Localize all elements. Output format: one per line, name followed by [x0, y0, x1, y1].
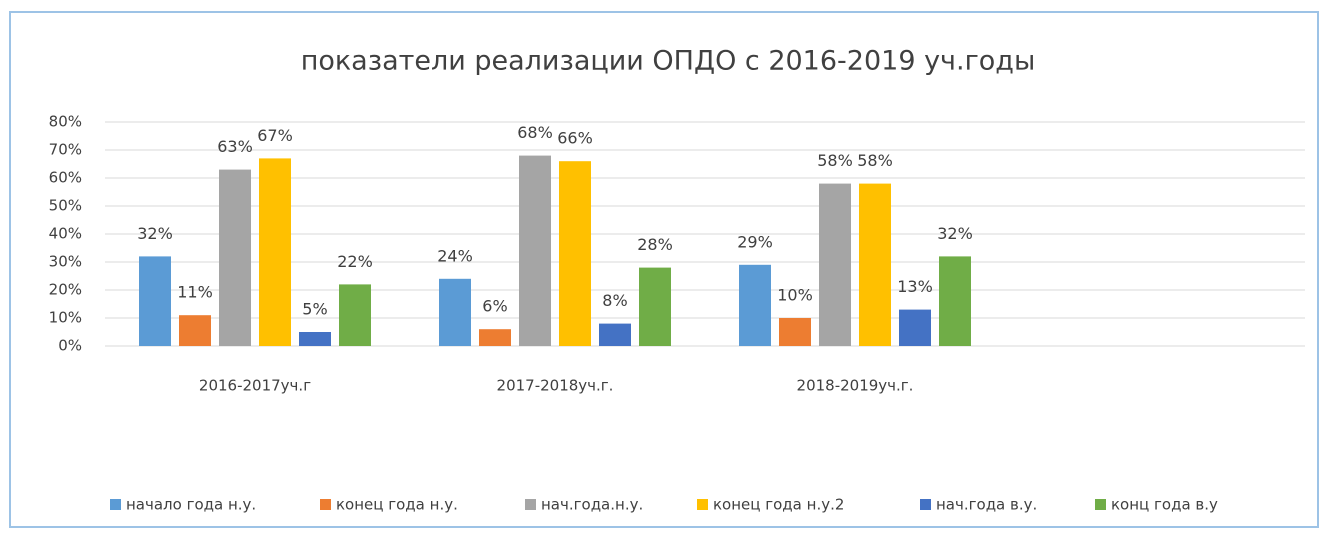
x-tick-label: 2018-2019уч.г. [797, 377, 914, 395]
bar [859, 183, 891, 346]
bar [519, 155, 551, 346]
bar [899, 309, 931, 346]
legend-swatch [697, 499, 708, 510]
bar [179, 315, 211, 346]
legend-label: конец года н.у.2 [713, 496, 844, 514]
y-tick-label: 0% [58, 337, 82, 355]
x-tick-label: 2017-2018уч.г. [497, 377, 614, 395]
legend-swatch [320, 499, 331, 510]
chart-title: показатели реализации ОПДО с 2016-2019 у… [301, 46, 1036, 77]
data-label: 24% [437, 246, 473, 265]
bar [559, 161, 591, 346]
legend-label: конец года н.у. [336, 496, 458, 514]
legend-swatch [110, 499, 121, 510]
bar [639, 267, 671, 346]
y-tick-label: 20% [49, 281, 82, 299]
data-label: 5% [302, 300, 327, 319]
data-label: 58% [817, 151, 853, 170]
data-label: 32% [937, 224, 973, 243]
bar [599, 323, 631, 346]
y-tick-label: 30% [49, 253, 82, 271]
legend-label: нач.года в.у. [936, 496, 1037, 514]
bar [139, 256, 171, 346]
data-label: 28% [637, 235, 673, 254]
bar [479, 329, 511, 346]
y-tick-label: 40% [49, 225, 82, 243]
legend-swatch [920, 499, 931, 510]
bar [259, 158, 291, 346]
y-tick-label: 70% [49, 141, 82, 159]
bar [299, 332, 331, 346]
bar [779, 318, 811, 346]
bar [939, 256, 971, 346]
data-label: 32% [137, 224, 173, 243]
bar [439, 278, 471, 346]
data-label: 10% [777, 286, 813, 305]
legend-label: конц года в.у [1111, 496, 1218, 514]
data-label: 63% [217, 137, 253, 156]
bar [339, 284, 371, 346]
bar [219, 169, 251, 346]
legend-label: начало года н.у. [126, 496, 256, 514]
data-label: 66% [557, 129, 593, 148]
data-label: 68% [517, 123, 553, 142]
data-label: 6% [482, 297, 507, 316]
y-tick-label: 60% [49, 169, 82, 187]
y-tick-label: 50% [49, 197, 82, 215]
data-label: 22% [337, 252, 373, 271]
legend-swatch [525, 499, 536, 510]
data-label: 67% [257, 126, 293, 145]
data-label: 58% [857, 151, 893, 170]
data-label: 8% [602, 291, 627, 310]
y-tick-label: 80% [49, 113, 82, 131]
data-label: 11% [177, 283, 213, 302]
legend-swatch [1095, 499, 1106, 510]
x-tick-label: 2016-2017уч.г [199, 377, 311, 395]
bar [819, 183, 851, 346]
data-label: 13% [897, 277, 933, 296]
legend-label: нач.года.н.у. [541, 496, 643, 514]
bar [739, 264, 771, 346]
y-tick-label: 10% [49, 309, 82, 327]
data-label: 29% [737, 232, 773, 251]
